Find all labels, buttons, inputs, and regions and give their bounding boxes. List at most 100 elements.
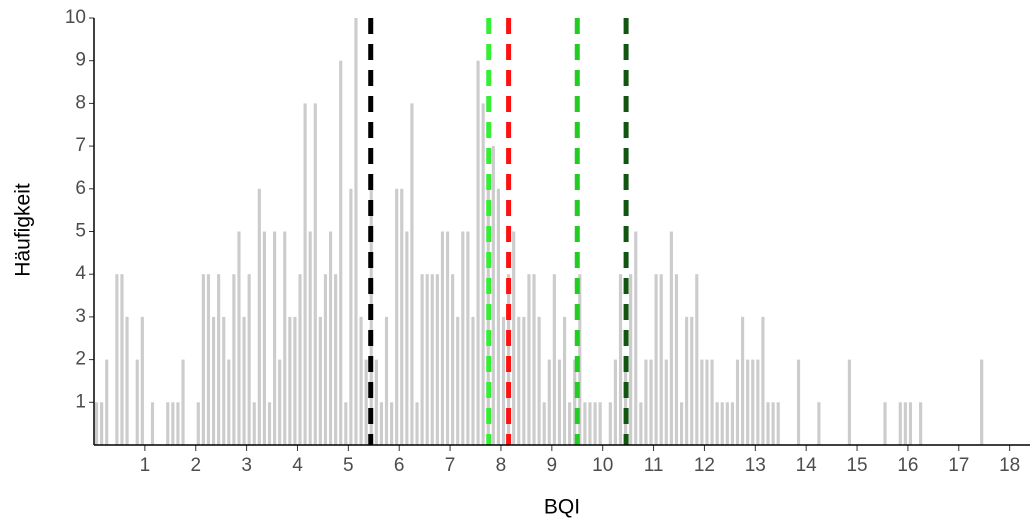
bar: [705, 359, 709, 445]
bar: [293, 316, 297, 445]
bar: [613, 359, 617, 445]
bar: [166, 402, 170, 445]
bar: [512, 231, 516, 445]
bar: [390, 402, 394, 445]
bar: [339, 60, 343, 445]
bar: [415, 402, 419, 445]
bar: [695, 274, 699, 445]
bar: [618, 274, 623, 445]
bar: [517, 316, 521, 445]
bar: [298, 274, 302, 445]
bar: [715, 402, 719, 445]
bar: [578, 274, 582, 445]
bar: [588, 402, 592, 445]
bar: [741, 316, 745, 445]
bar: [288, 316, 292, 445]
bar: [140, 316, 144, 445]
bar: [654, 274, 658, 445]
bar: [410, 103, 414, 446]
bar: [232, 274, 236, 445]
bar: [919, 402, 923, 445]
bar: [496, 188, 500, 446]
bar: [766, 402, 770, 445]
bar: [690, 316, 694, 445]
bar: [542, 402, 546, 445]
y-tick-label: 1: [75, 391, 86, 412]
bar: [700, 359, 704, 445]
y-tick-label: 4: [75, 263, 86, 284]
bar: [537, 316, 541, 445]
x-tick-label: 7: [445, 455, 456, 476]
bar: [746, 359, 750, 445]
bar: [720, 402, 724, 445]
bar: [425, 274, 429, 445]
bar: [629, 274, 633, 445]
bar: [532, 274, 536, 445]
bar: [659, 274, 663, 445]
bar: [323, 274, 328, 445]
bar: [735, 359, 740, 445]
bar: [883, 402, 887, 445]
bar: [593, 402, 597, 445]
bar: [583, 402, 587, 445]
bar: [344, 402, 348, 445]
x-tick-label: 4: [292, 455, 303, 476]
bar: [771, 402, 775, 445]
bar: [328, 231, 333, 445]
bar: [644, 359, 648, 445]
bar: [405, 231, 409, 445]
bar: [456, 316, 460, 445]
bar: [176, 402, 180, 445]
bar: [278, 359, 282, 445]
x-tick-label: 9: [547, 455, 558, 476]
bar: [211, 316, 216, 445]
bar: [222, 316, 226, 445]
bar: [318, 316, 322, 445]
bar: [201, 274, 205, 445]
bar: [898, 402, 902, 445]
x-tick-label: 13: [745, 455, 766, 476]
bar: [761, 316, 765, 445]
bar: [669, 231, 673, 445]
bar: [573, 359, 577, 445]
bar: [359, 316, 363, 445]
bar: [776, 402, 780, 445]
bar: [908, 402, 913, 445]
bar: [252, 402, 256, 445]
x-tick-label: 2: [190, 455, 201, 476]
bar: [217, 274, 221, 445]
bar: [639, 402, 643, 445]
bar: [420, 274, 424, 445]
bar: [476, 60, 480, 445]
x-tick-label: 5: [343, 455, 354, 476]
bar: [471, 316, 475, 445]
bar: [634, 231, 638, 445]
bar: [598, 402, 602, 445]
x-tick-label: 17: [948, 455, 969, 476]
bar: [547, 359, 551, 445]
bar: [980, 359, 984, 445]
bar: [440, 231, 445, 445]
bar: [466, 231, 470, 445]
x-tick-label: 16: [897, 455, 918, 476]
y-tick-label: 8: [75, 92, 86, 113]
y-tick-label: 2: [75, 349, 86, 370]
bar: [624, 359, 628, 445]
bar: [481, 103, 485, 446]
bar: [679, 402, 684, 445]
bar: [283, 231, 287, 445]
bar: [562, 316, 567, 445]
x-tick-label: 6: [394, 455, 405, 476]
bar: [135, 359, 139, 445]
x-tick-label: 11: [644, 455, 664, 476]
x-tick-label: 12: [694, 455, 715, 476]
bar: [379, 402, 383, 445]
y-axis-label: Häufigkeit: [12, 183, 35, 277]
x-tick-label: 1: [140, 455, 151, 476]
bar: [206, 274, 211, 445]
x-tick-label: 18: [999, 455, 1020, 476]
x-axis-label: BQI: [544, 496, 580, 519]
bar: [491, 146, 495, 445]
bar: [903, 402, 907, 445]
bar: [267, 402, 272, 445]
